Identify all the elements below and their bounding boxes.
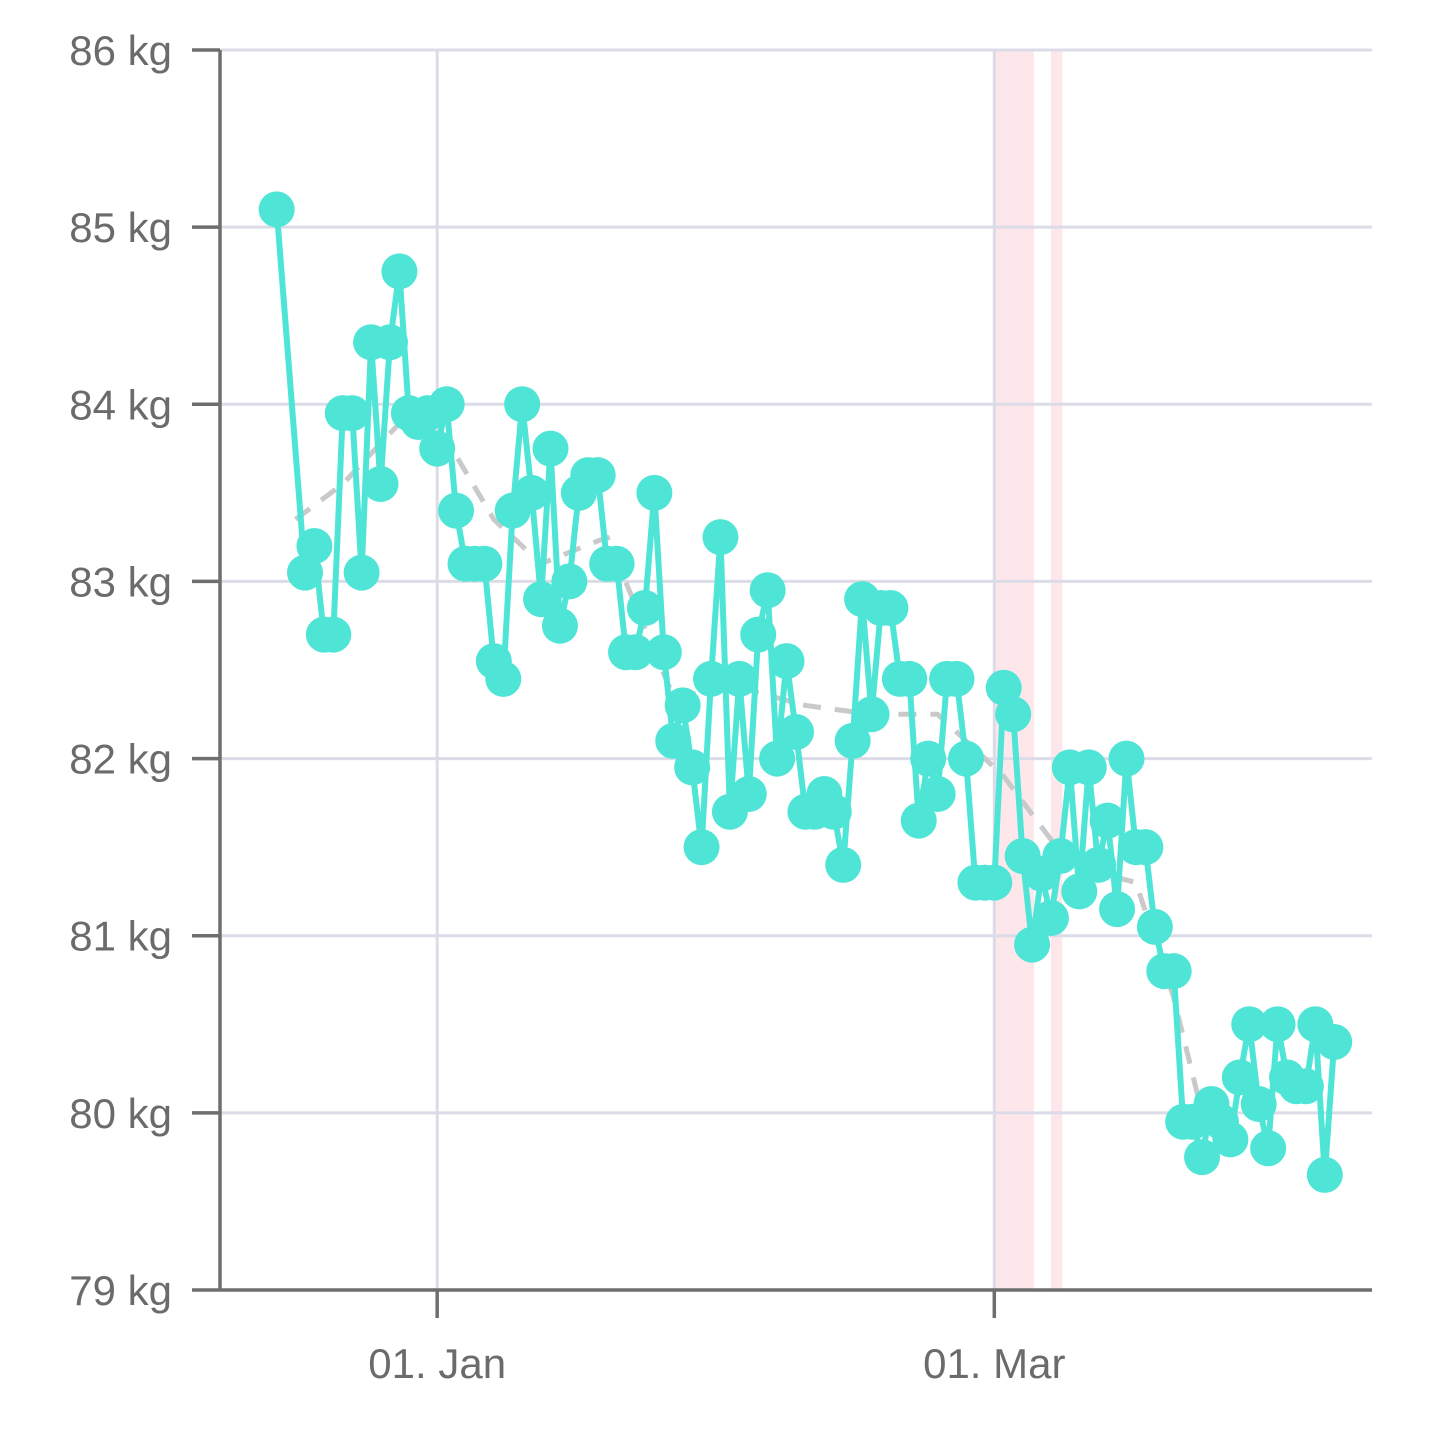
weight-point-7[interactable] (343, 554, 380, 591)
weight-point-32[interactable] (579, 457, 616, 494)
weight-series (258, 191, 1353, 1193)
weight-point-43[interactable] (683, 829, 720, 866)
y-tick-label-80: 80 kg (69, 1090, 172, 1137)
weight-point-87[interactable] (1099, 891, 1136, 928)
y-tick-label-82: 82 kg (69, 736, 172, 783)
y-tick-label-86: 86 kg (69, 27, 172, 74)
weight-point-10[interactable] (371, 324, 408, 361)
weight-point-48[interactable] (730, 776, 767, 812)
weight-point-6[interactable] (334, 395, 371, 432)
weight-point-101[interactable] (1231, 1006, 1268, 1043)
weight-point-49[interactable] (740, 616, 777, 653)
weight-point-81[interactable] (1042, 838, 1079, 874)
y-tick-label-81: 81 kg (69, 913, 172, 960)
axes (218, 50, 1372, 1292)
weight-point-27[interactable] (532, 430, 569, 467)
y-axis-tick-labels: 79 kg 80 kg 81 kg 82 kg 83 kg 84 kg 85 kg 86 kg (69, 27, 172, 1314)
weight-point-50[interactable] (749, 572, 786, 609)
weight-point-34[interactable] (598, 545, 635, 582)
weight-point-86[interactable] (1089, 802, 1126, 839)
weight-point-109[interactable] (1306, 1156, 1343, 1193)
weight-point-107[interactable] (1287, 1068, 1324, 1105)
weight-point-102[interactable] (1240, 1086, 1277, 1122)
weight-point-0[interactable] (258, 191, 295, 228)
weight-point-103[interactable] (1250, 1130, 1287, 1167)
weight-point-41[interactable] (664, 687, 701, 724)
weight-point-58[interactable] (825, 846, 862, 883)
weight-point-4[interactable] (315, 616, 352, 653)
weight-point-40[interactable] (655, 722, 692, 759)
weight-point-24[interactable] (504, 386, 541, 423)
weight-point-15[interactable] (419, 430, 456, 467)
weight-point-99[interactable] (1212, 1121, 1249, 1158)
weight-point-100[interactable] (1221, 1059, 1258, 1096)
weight-point-66[interactable] (900, 802, 937, 839)
weight-point-68[interactable] (919, 776, 956, 812)
weight-point-37[interactable] (626, 590, 663, 626)
weight-point-17[interactable] (438, 492, 475, 529)
weight-point-26[interactable] (523, 581, 560, 618)
weight-point-80[interactable] (1032, 900, 1069, 936)
weight-point-61[interactable] (853, 696, 890, 733)
weight-point-83[interactable] (1061, 873, 1098, 910)
weight-point-16[interactable] (428, 386, 465, 423)
weight-point-44[interactable] (693, 660, 730, 697)
x-axis-tick-labels: 01. Jan 01. Mar (368, 1340, 1065, 1387)
weight-point-45[interactable] (702, 519, 739, 556)
weight-point-42[interactable] (674, 749, 711, 786)
y-tick-label-83: 83 kg (69, 558, 172, 605)
weight-point-29[interactable] (551, 563, 588, 600)
y-tick-label-85: 85 kg (69, 204, 172, 251)
weight-point-85[interactable] (1080, 846, 1117, 883)
weight-point-25[interactable] (513, 474, 550, 511)
weight-point-11[interactable] (381, 253, 418, 290)
weight-point-57[interactable] (815, 793, 852, 830)
y-tick-label-79: 79 kg (69, 1267, 172, 1314)
weight-point-67[interactable] (910, 740, 947, 777)
weight-point-53[interactable] (778, 714, 814, 750)
weight-point-52[interactable] (768, 643, 805, 680)
weight-point-71[interactable] (947, 740, 984, 777)
weight-point-76[interactable] (995, 696, 1032, 733)
weight-point-93[interactable] (1155, 953, 1192, 990)
weight-point-84[interactable] (1070, 749, 1107, 786)
x-tick-label-1: 01. Mar (923, 1340, 1065, 1387)
weight-point-47[interactable] (721, 660, 758, 697)
highlight-band-0 (994, 50, 1034, 1290)
weight-point-70[interactable] (938, 660, 975, 697)
weight-point-39[interactable] (645, 634, 682, 671)
weight-point-65[interactable] (891, 660, 928, 697)
weight-line (273, 209, 1338, 1178)
weight-point-90[interactable] (1127, 829, 1164, 866)
weight-point-22[interactable] (485, 660, 522, 697)
y-tick-label-84: 84 kg (69, 381, 172, 428)
weight-point-2[interactable] (296, 528, 333, 564)
weight-point-96[interactable] (1184, 1139, 1221, 1176)
weight-point-51[interactable] (759, 740, 796, 777)
weight-point-74[interactable] (976, 864, 1013, 901)
weight-point-38[interactable] (636, 474, 673, 511)
weight-point-91[interactable] (1136, 908, 1173, 945)
x-tick-label-0: 01. Jan (368, 1340, 506, 1387)
weight-point-9[interactable] (362, 466, 399, 502)
weight-point-88[interactable] (1108, 740, 1145, 777)
weight-point-36[interactable] (617, 634, 654, 671)
weight-point-78[interactable] (1014, 926, 1051, 963)
weight-point-63[interactable] (872, 590, 909, 626)
highlight-band-1 (1050, 50, 1063, 1290)
weight-point-110[interactable] (1316, 1024, 1353, 1060)
weight-point-28[interactable] (541, 607, 578, 644)
weight-point-59[interactable] (834, 722, 871, 759)
weight-point-104[interactable] (1259, 1006, 1296, 1043)
weight-point-20[interactable] (466, 545, 503, 582)
